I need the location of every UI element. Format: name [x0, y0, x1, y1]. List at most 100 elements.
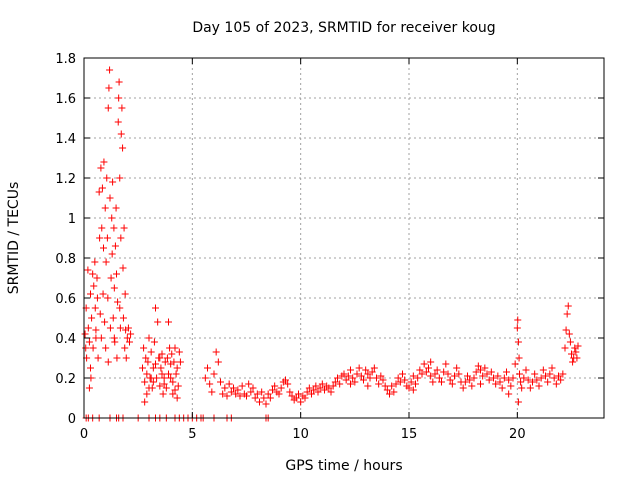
- data-point: [264, 390, 272, 398]
- data-point: [515, 354, 523, 362]
- data-point: [104, 294, 112, 302]
- data-point: [249, 384, 257, 392]
- data-point: [115, 94, 123, 102]
- data-point: [301, 394, 309, 402]
- data-point: [572, 348, 580, 356]
- data-point: [349, 374, 357, 382]
- data-point: [468, 382, 476, 390]
- data-point: [401, 376, 409, 384]
- data-point: [446, 376, 454, 384]
- data-point: [115, 78, 123, 86]
- data-point: [87, 364, 94, 372]
- y-tick-label: 1: [68, 212, 76, 227]
- data-point: [574, 342, 582, 350]
- x-tick-label: 15: [401, 427, 418, 442]
- data-point: [158, 370, 166, 378]
- data-point: [407, 378, 415, 386]
- data-point: [232, 390, 240, 398]
- data-point: [364, 370, 372, 378]
- data-point: [247, 388, 255, 396]
- data-point: [336, 380, 344, 388]
- data-point: [340, 370, 348, 378]
- data-point: [422, 368, 430, 376]
- data-point: [92, 334, 100, 342]
- data-point: [453, 364, 461, 372]
- data-point: [312, 382, 320, 390]
- data-point: [123, 334, 131, 342]
- data-point: [565, 330, 573, 338]
- data-point: [464, 372, 471, 380]
- data-point: [85, 384, 93, 392]
- data-point: [542, 372, 549, 380]
- data-point: [569, 358, 577, 366]
- data-point: [487, 368, 495, 376]
- data-point: [99, 290, 107, 298]
- data-point: [451, 372, 458, 380]
- data-point: [145, 334, 153, 342]
- data-point: [119, 314, 127, 322]
- data-point: [101, 204, 109, 212]
- data-point: [433, 366, 441, 374]
- data-point: [314, 388, 322, 396]
- data-point: [116, 174, 124, 182]
- data-point: [152, 304, 159, 312]
- data-point: [564, 302, 572, 310]
- data-point: [253, 390, 261, 398]
- data-point: [355, 364, 363, 372]
- data-point: [342, 376, 350, 384]
- data-point: [100, 158, 108, 166]
- data-point: [145, 384, 153, 392]
- data-point: [85, 338, 93, 346]
- data-point: [470, 374, 478, 382]
- data-point: [334, 374, 341, 382]
- data-point: [165, 318, 172, 326]
- data-point: [360, 376, 367, 384]
- data-point: [96, 234, 104, 242]
- data-point: [243, 392, 250, 400]
- data-point: [316, 384, 324, 392]
- data-point: [262, 400, 270, 408]
- data-point: [505, 376, 513, 384]
- data-point: [141, 378, 149, 386]
- data-point: [98, 224, 106, 232]
- data-point: [171, 344, 179, 352]
- data-point: [175, 348, 183, 356]
- data-point: [347, 380, 354, 388]
- data-point: [377, 372, 385, 380]
- data-point: [103, 174, 111, 182]
- data-point: [531, 370, 539, 378]
- data-point: [93, 294, 101, 302]
- data-point: [381, 382, 389, 390]
- data-point: [284, 380, 292, 388]
- data-point: [221, 384, 229, 392]
- data-point: [500, 374, 508, 382]
- data-point: [573, 354, 581, 362]
- data-point: [103, 234, 111, 242]
- data-point: [427, 372, 435, 380]
- data-point: [420, 360, 428, 368]
- data-point: [505, 390, 513, 398]
- data-point: [167, 360, 175, 368]
- data-point: [122, 354, 130, 362]
- data-point: [412, 380, 419, 388]
- data-point: [555, 372, 562, 380]
- data-point: [533, 376, 541, 384]
- data-point: [461, 378, 469, 386]
- data-point: [152, 360, 159, 368]
- data-point: [477, 380, 484, 388]
- data-point: [503, 368, 510, 376]
- data-point: [364, 382, 372, 390]
- data-point: [548, 364, 556, 372]
- data-point: [353, 370, 361, 378]
- data-point: [368, 368, 376, 376]
- data-point: [258, 388, 266, 396]
- data-point: [104, 358, 112, 366]
- data-point: [109, 314, 117, 322]
- data-point: [492, 380, 500, 388]
- data-point: [161, 358, 169, 366]
- data-point: [277, 384, 285, 392]
- data-point: [143, 370, 151, 378]
- data-point: [217, 378, 224, 386]
- y-tick-label: 1.2: [55, 172, 76, 187]
- data-point: [357, 372, 365, 380]
